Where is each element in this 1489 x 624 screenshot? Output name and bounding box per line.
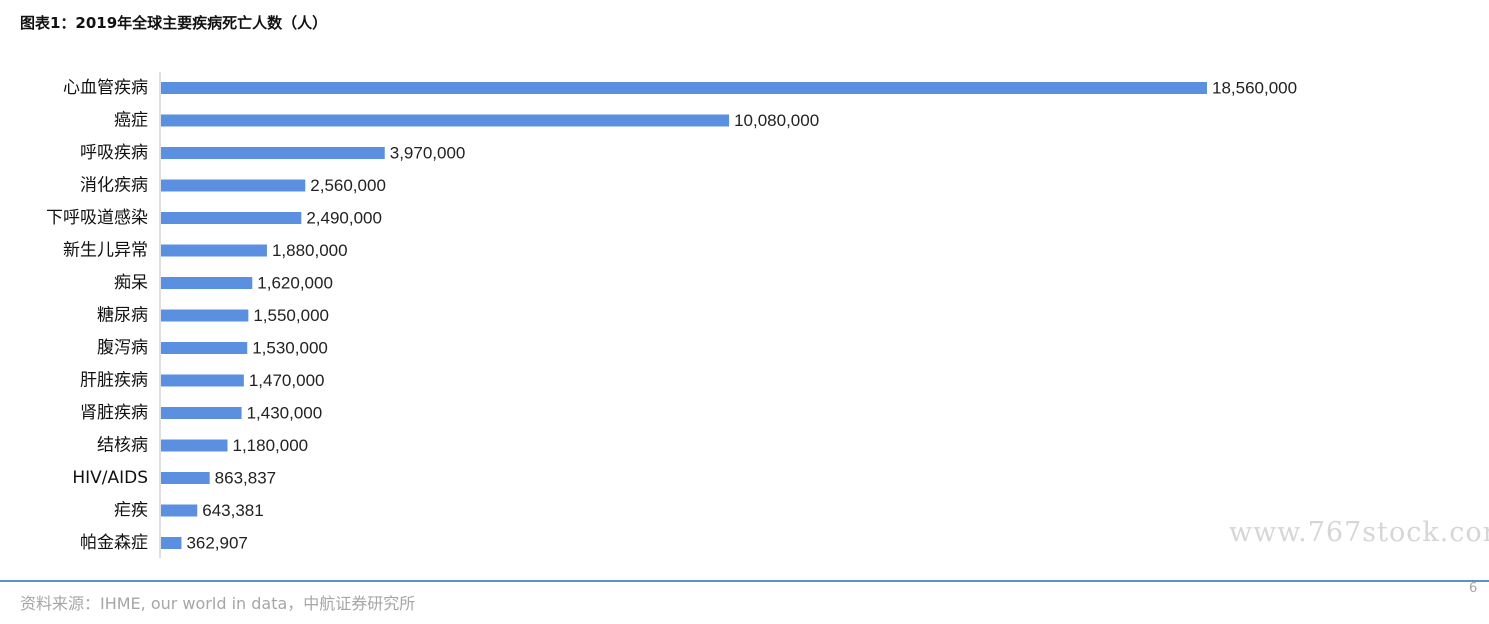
source-note: 资料来源：IHME, our world in data，中航证券研究所 xyxy=(20,594,416,613)
data-label: 1,550,000 xyxy=(253,306,329,325)
data-label: 1,180,000 xyxy=(233,436,309,455)
bar xyxy=(161,504,198,517)
category-label: 新生儿异常 xyxy=(63,241,148,261)
bar xyxy=(161,309,249,322)
data-label: 1,530,000 xyxy=(252,339,328,358)
category-label: 下呼吸道感染 xyxy=(46,208,148,228)
category-label: 心血管疾病 xyxy=(63,78,148,98)
category-label: 帕金森症 xyxy=(80,533,148,553)
data-label: 1,620,000 xyxy=(257,274,333,293)
category-label: 肝脏疾病 xyxy=(80,371,148,391)
bar xyxy=(161,244,267,257)
page-number: 6 xyxy=(1469,581,1478,596)
bar xyxy=(161,374,244,387)
bar xyxy=(161,114,730,127)
data-label: 1,880,000 xyxy=(272,241,348,260)
data-label: 1,470,000 xyxy=(249,371,325,390)
data-label: 1,430,000 xyxy=(247,404,323,423)
category-label: 腹泻病 xyxy=(97,338,148,358)
category-label: 呼吸疾病 xyxy=(80,143,148,163)
bar xyxy=(161,342,248,354)
data-label: 2,490,000 xyxy=(306,209,382,228)
data-label: 362,907 xyxy=(186,534,247,553)
category-label: 糖尿病 xyxy=(97,306,148,326)
category-label: 消化疾病 xyxy=(80,176,148,196)
footer-rule xyxy=(0,580,1489,582)
category-label: HIV/AIDS xyxy=(72,468,148,488)
category-label: 疟疾 xyxy=(114,501,148,521)
bar-series: 心血管疾病 18,560,000 癌症 10,080,000 呼吸疾病 3,970,000… xyxy=(46,78,1297,553)
bar xyxy=(161,277,253,289)
bar xyxy=(161,147,385,159)
bar xyxy=(161,407,242,419)
data-label: 3,970,000 xyxy=(390,144,466,163)
category-label: 痴呆 xyxy=(114,273,148,293)
chart-title: 图表1：2019年全球主要疾病死亡人数（人） xyxy=(20,14,328,32)
bar xyxy=(161,472,210,484)
bar xyxy=(161,82,1207,94)
bar xyxy=(161,537,182,549)
watermark: www.767stock.com xyxy=(1229,517,1489,548)
data-label: 18,560,000 xyxy=(1212,79,1297,98)
data-label: 643,381 xyxy=(202,501,263,520)
category-label: 肾脏疾病 xyxy=(80,403,148,423)
data-label: 10,080,000 xyxy=(734,111,819,130)
bar xyxy=(161,439,228,452)
category-label: 结核病 xyxy=(97,436,148,456)
data-label: 863,837 xyxy=(215,469,276,488)
bar xyxy=(161,212,302,224)
bar xyxy=(161,179,306,192)
category-label: 癌症 xyxy=(114,111,148,131)
data-label: 2,560,000 xyxy=(310,176,386,195)
bar-chart: 心血管疾病 18,560,000 癌症 10,080,000 呼吸疾病 3,970,000… xyxy=(46,72,1297,558)
